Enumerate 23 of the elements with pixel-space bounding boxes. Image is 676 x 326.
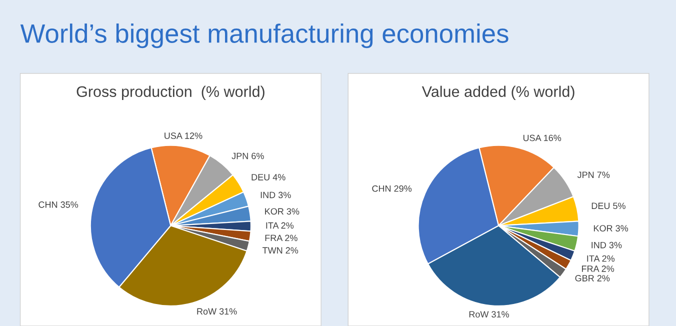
chart-title: Gross production (% world) — [76, 86, 264, 100]
slice-label: DEU 5% — [592, 202, 626, 210]
chart-title: Value added (% world) — [422, 86, 574, 100]
slice-label: IND 3% — [592, 242, 622, 248]
slice-label: JPN 7% — [577, 172, 610, 178]
slice-label: USA 16% — [523, 134, 562, 142]
slice-label: USA 12% — [164, 132, 202, 139]
slice-label: DEU 4% — [252, 174, 286, 180]
slice-label: KOR 3% — [265, 208, 300, 215]
slice-label: RoW 31% — [469, 311, 509, 318]
text: World’s biggest manufacturing economies — [20, 24, 508, 48]
slice-label: JPN 6% — [232, 152, 264, 160]
slice-label: ITA 2% — [266, 222, 294, 229]
slice-label: IND 3% — [260, 192, 291, 198]
slice-label: FRA 2% — [265, 234, 298, 242]
slice-label: FRA 2% — [582, 266, 614, 272]
slice-label: TWN 2% — [262, 247, 298, 254]
slice-label: KOR 3% — [594, 225, 628, 232]
slice-label: RoW 31% — [197, 308, 237, 315]
slice-label: ITA 2% — [587, 255, 615, 262]
slice-label: CHN 29% — [372, 185, 412, 192]
slice-label: CHN 35% — [38, 201, 78, 208]
slice-label: GBR 2% — [575, 275, 610, 282]
